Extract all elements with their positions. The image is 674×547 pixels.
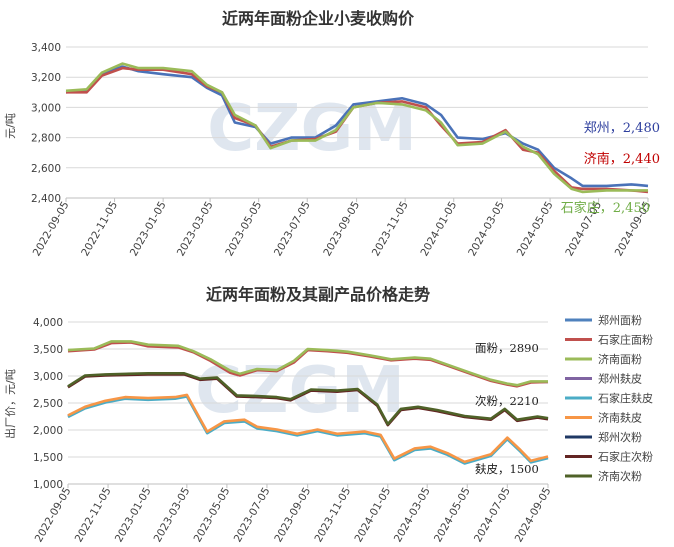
legend-label: 济南麸皮 <box>598 411 642 425</box>
x-tick-label: 2023-01-05 <box>113 486 154 545</box>
series-end-label: 郑州，2,480 <box>584 121 660 136</box>
x-tick-label: 2024-03-05 <box>466 199 507 258</box>
legend-label: 济南次粉 <box>598 469 642 483</box>
x-tick-label: 2023-11-05 <box>370 200 411 259</box>
x-tick-label: 2023-05-05 <box>223 200 264 259</box>
x-tick-label: 2024-07-05 <box>472 486 513 545</box>
x-tick-label: 2024-05-05 <box>515 200 556 259</box>
series-annotation: 面粉，2890 <box>475 341 539 355</box>
x-tick-label: 2023-09-05 <box>272 486 313 545</box>
legend-label: 石家庄麸皮 <box>598 391 653 405</box>
y-tick-label: 1,000 <box>33 479 63 491</box>
legend-label: 石家庄面粉 <box>598 333 653 347</box>
y-tick-label: 2,800 <box>31 133 61 145</box>
y-tick-label: 3,400 <box>31 42 61 54</box>
x-tick-label: 2022-09-05 <box>31 200 72 259</box>
series-line-郑州 <box>65 65 649 188</box>
y-tick-label: 3,200 <box>31 72 61 84</box>
x-tick-label: 2022-11-05 <box>79 200 120 259</box>
series-line-济南麸皮 <box>67 393 549 464</box>
chart-title: 近两年面粉及其副产品价格走势 <box>206 285 430 304</box>
x-tick-label: 2023-03-05 <box>152 486 193 545</box>
chart-title: 近两年面粉企业小麦收购价 <box>222 9 415 28</box>
series-line-济南次粉 <box>67 372 549 426</box>
x-tick-label: 2024-05-05 <box>432 485 473 544</box>
x-tick-label: 2022-11-05 <box>73 486 114 545</box>
chart-wheat-purchase-price: 近两年面粉企业小麦收购价 CZGM 元/吨 2,4002,6002,8003,0… <box>4 9 660 258</box>
y-tick-label: 3,000 <box>33 371 63 383</box>
y-tick-label: 2,000 <box>33 425 63 437</box>
x-tick-label: 2023-03-05 <box>175 199 216 258</box>
x-tick-label: 2022-09-05 <box>33 486 74 545</box>
y-axis-label: 出厂价，元/吨 <box>3 369 17 439</box>
legend-label: 济南面粉 <box>598 352 642 366</box>
y-tick-label: 2,600 <box>31 163 61 175</box>
legend-label: 郑州面粉 <box>598 313 642 327</box>
legend-label: 石家庄次粉 <box>598 450 653 464</box>
series-end-label: 济南，2,440 <box>584 151 660 167</box>
series-line-济南面粉 <box>67 340 548 387</box>
series-line-石家庄麸皮 <box>67 395 549 465</box>
series-end-label: 石家庄，2,450 <box>561 200 650 216</box>
y-tick-label: 4,000 <box>33 317 63 329</box>
x-tick-label: 2024-01-05 <box>418 200 459 259</box>
y-tick-label: 2,400 <box>31 193 61 205</box>
legend-label: 郑州麸皮 <box>598 372 642 386</box>
x-tick-label: 2024-01-05 <box>352 486 393 545</box>
series-annotation: 次粉，2210 <box>475 394 539 408</box>
y-tick-label: 1,500 <box>33 452 63 464</box>
y-tick-label: 2,500 <box>33 398 63 410</box>
y-axis-label: 元/吨 <box>4 113 17 139</box>
series-annotation: 麸皮，1500 <box>475 462 539 476</box>
y-tick-label: 3,500 <box>33 344 63 356</box>
x-tick-label: 2023-07-05 <box>232 486 273 545</box>
legend-label: 郑州次粉 <box>598 430 642 444</box>
chart-flour-byproduct-price: 近两年面粉及其副产品价格走势 CZGM 出厂价，元/吨 1,000 1,500 2,… <box>3 285 653 544</box>
x-tick-label: 2023-07-05 <box>272 200 313 259</box>
x-tick-label: 2023-01-05 <box>128 200 169 259</box>
x-tick-label: 2023-05-05 <box>192 486 233 545</box>
series-line-石家庄 <box>65 62 648 194</box>
watermark: CZGM <box>195 354 405 428</box>
x-tick-label: 2023-09-05 <box>321 200 362 259</box>
x-tick-label: 2024-03-05 <box>392 486 433 545</box>
y-tick-label: 3,000 <box>31 102 61 114</box>
x-tick-label: 2024-09-05 <box>513 486 554 545</box>
x-tick-label: 2023-11-05 <box>312 486 353 545</box>
